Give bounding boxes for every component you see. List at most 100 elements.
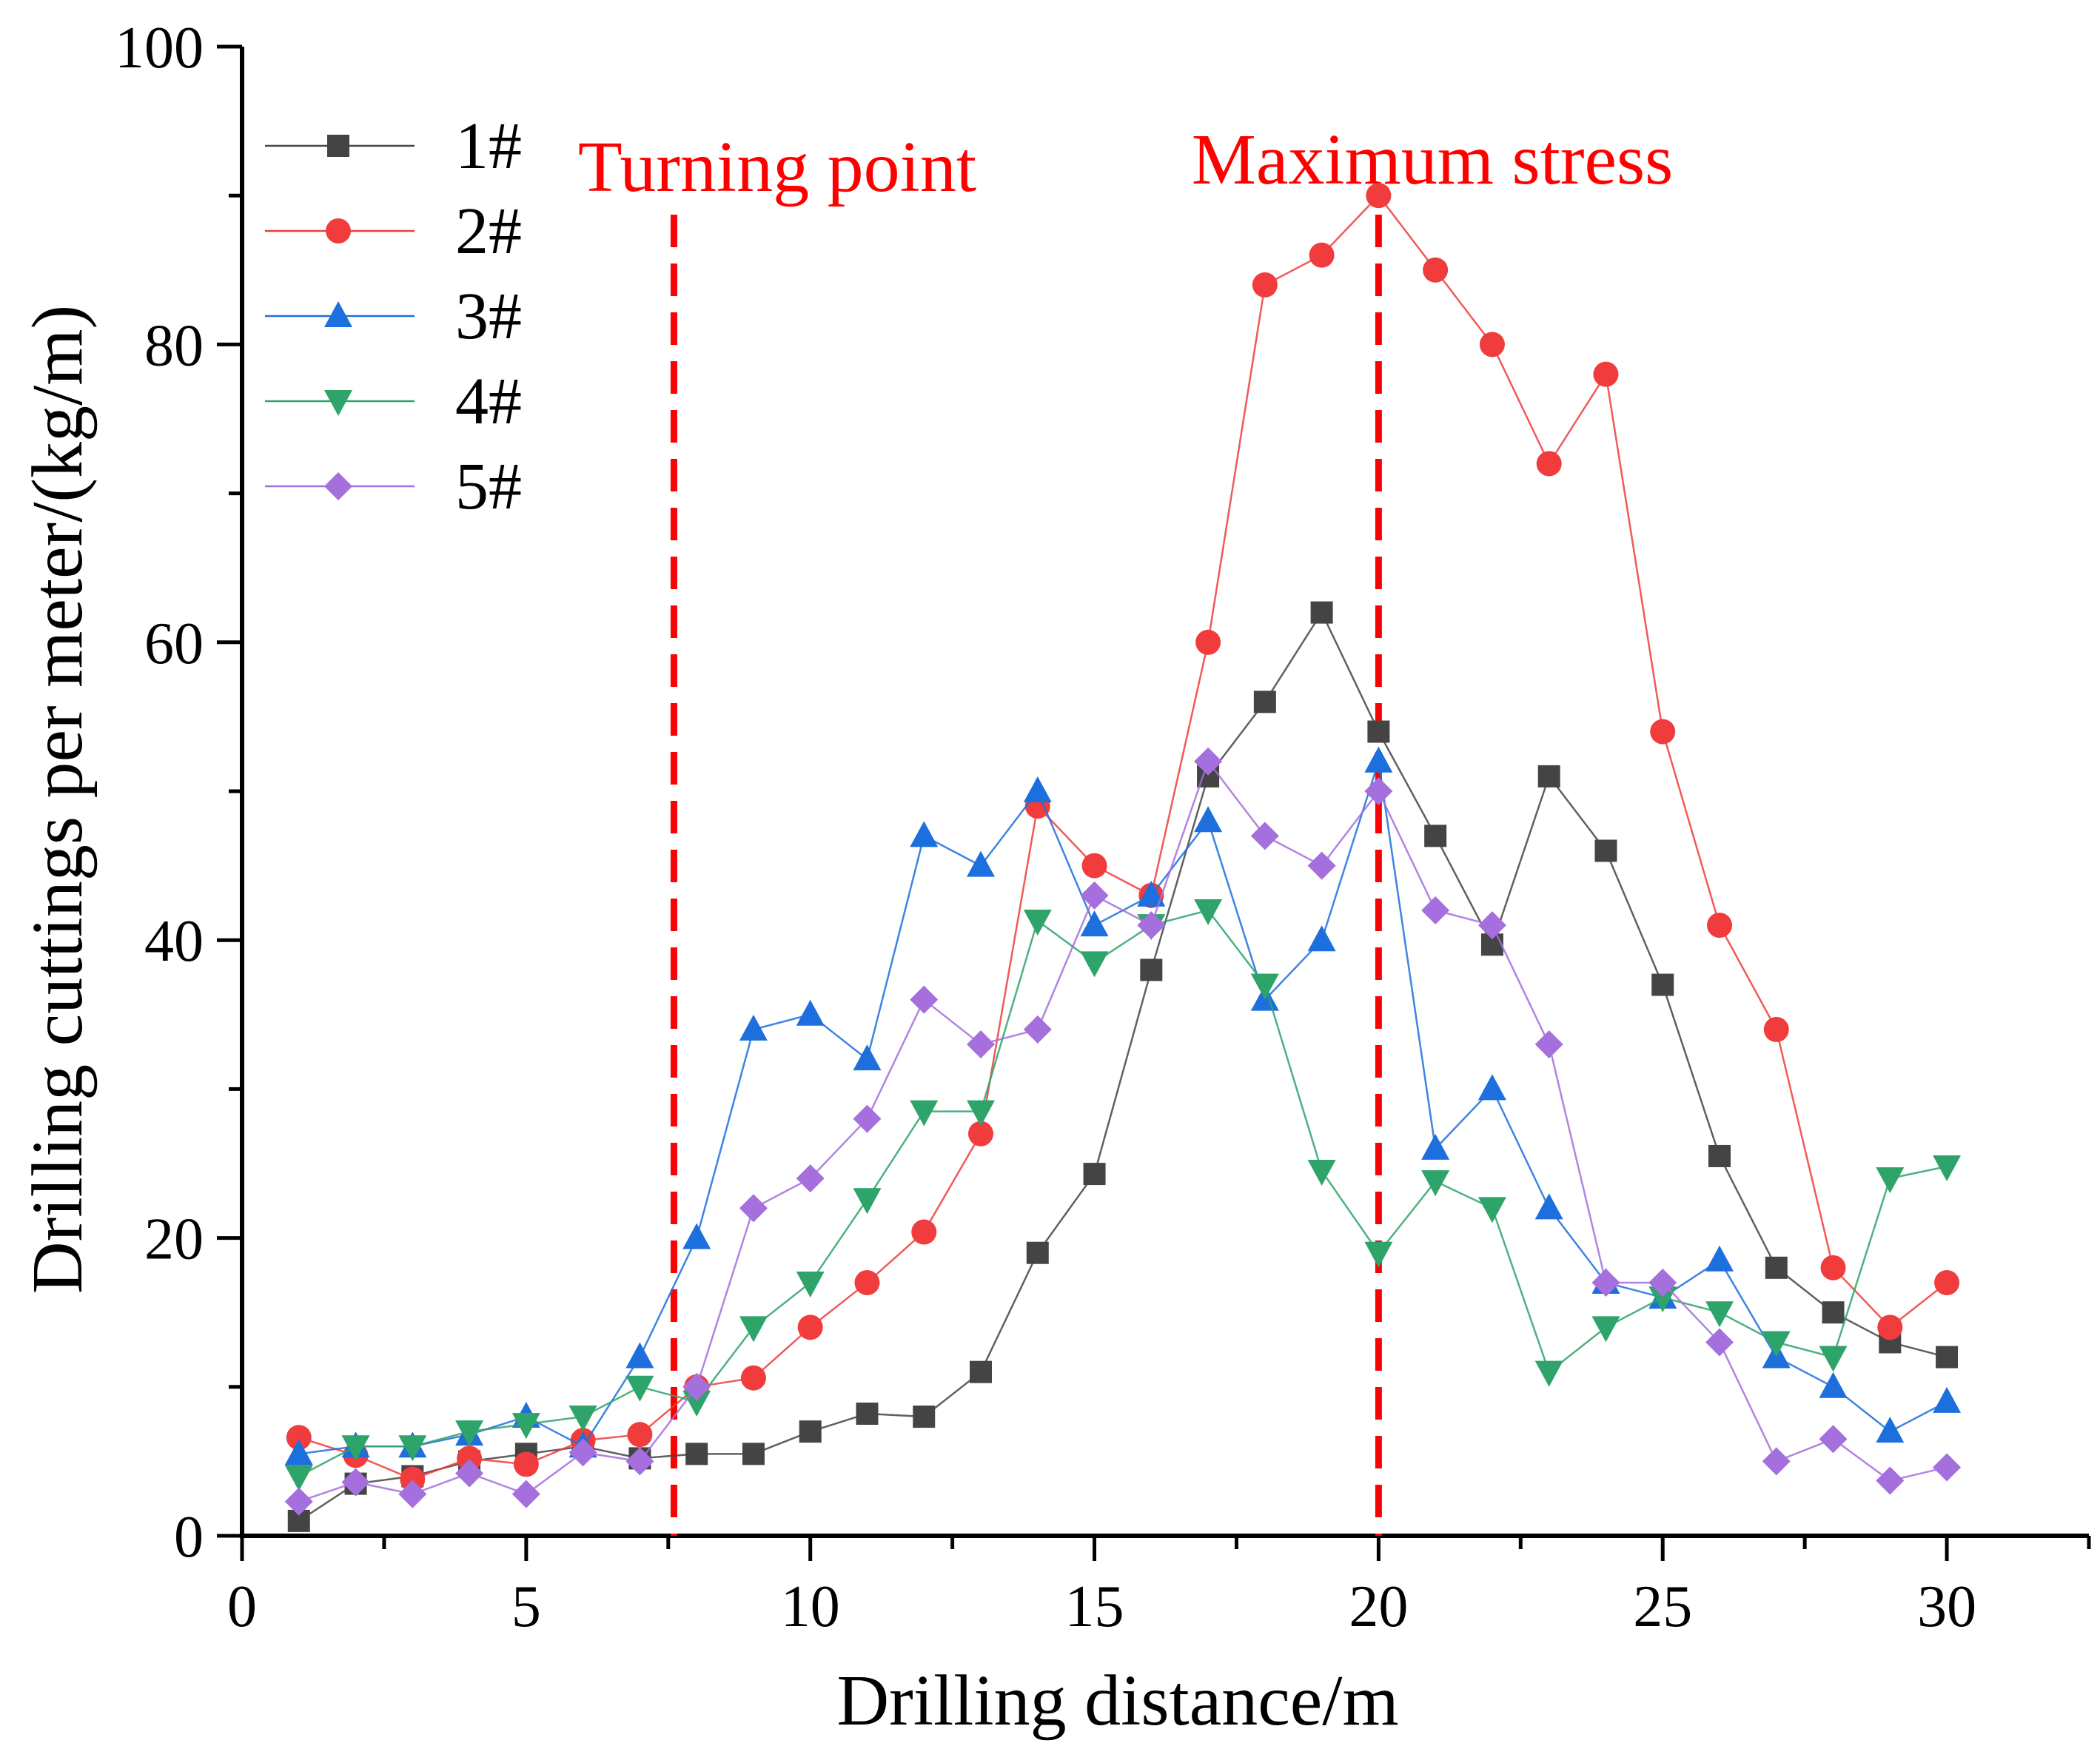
series-3-point: [967, 850, 995, 877]
series-2-point: [797, 1314, 823, 1340]
series-3-point: [1876, 1417, 1905, 1443]
data-series: [284, 183, 1962, 1532]
series-1-point: [1367, 720, 1390, 743]
series-1-point: [1026, 1241, 1049, 1264]
series-3-point: [1137, 880, 1166, 907]
series-2-point: [740, 1365, 766, 1391]
x-tick-label: 10: [781, 1574, 840, 1639]
series-2-point: [968, 1121, 993, 1146]
series-4-point: [341, 1435, 370, 1462]
series-2-point: [1707, 913, 1732, 939]
series-4-point: [511, 1413, 540, 1440]
series-3-point: [910, 821, 939, 847]
series-3-point: [1364, 746, 1393, 773]
series-2-point: [1650, 719, 1676, 745]
series-3-point: [682, 1223, 711, 1249]
legend-item-2: 2#: [265, 195, 522, 268]
annotations: Turning point Maximum stress: [578, 120, 1673, 1536]
legend-label: 4#: [455, 365, 522, 438]
series-3-point: [1933, 1386, 1962, 1413]
y-tick-label: 100: [115, 16, 204, 81]
series-5-point: [1762, 1447, 1791, 1476]
x-tick-label: 5: [511, 1574, 541, 1639]
legend-label: 2#: [455, 195, 522, 268]
legend-label: 1#: [455, 110, 522, 183]
legend-label: 3#: [455, 280, 522, 353]
series-5-point: [1194, 747, 1223, 776]
series-2-point: [1081, 853, 1107, 879]
series-5-point: [1705, 1328, 1734, 1357]
x-tick-label: 20: [1349, 1574, 1408, 1639]
series-4-point: [1705, 1301, 1734, 1328]
legend-marker: [324, 472, 352, 500]
series-5-point: [1876, 1466, 1905, 1495]
x-tick-label: 30: [1917, 1574, 1976, 1639]
series-1-point: [799, 1420, 822, 1443]
y-axis-title: Drilling cuttings per meter/(kg/m): [18, 305, 98, 1294]
series-3-point: [1080, 910, 1109, 937]
series-4-point: [1194, 899, 1223, 925]
series-3-point: [1477, 1074, 1506, 1101]
series-1-point: [1083, 1163, 1106, 1186]
series-4-point: [1477, 1197, 1506, 1223]
y-tick-label: 40: [144, 909, 204, 974]
y-tick-label: 0: [174, 1505, 204, 1570]
turning-point-label: Turning point: [578, 127, 976, 207]
y-tick-label: 60: [144, 611, 204, 676]
y-tick-label: 80: [144, 313, 204, 378]
series-4-point: [1933, 1155, 1962, 1182]
series-1-point: [913, 1406, 936, 1428]
legend-marker: [324, 390, 352, 416]
x-tick-label: 25: [1633, 1574, 1692, 1639]
series-4: [284, 899, 1962, 1491]
series-2-point: [911, 1219, 937, 1245]
series-3-point: [1023, 776, 1052, 802]
series-2-point: [513, 1451, 539, 1477]
series-5: [284, 747, 1962, 1516]
series-4-line: [298, 909, 1948, 1477]
series-5-point: [1591, 1268, 1620, 1297]
series-2-point: [457, 1446, 483, 1471]
series-5-point: [455, 1459, 484, 1488]
legend-label: 5#: [455, 450, 522, 523]
axis-ticks: 0 5 10 15 20 25 30 0 20 40 60 80 100: [115, 16, 2091, 1639]
series-3-point: [1534, 1193, 1563, 1220]
series-5-point: [625, 1447, 654, 1476]
series-4-point: [1307, 1160, 1336, 1186]
series-5-point: [682, 1372, 711, 1401]
series-1-point: [685, 1443, 708, 1465]
series-5-point: [1364, 777, 1393, 805]
series-4-point: [455, 1420, 484, 1447]
series-2-point: [1593, 361, 1619, 387]
series-4-point: [568, 1406, 597, 1432]
series-5-point: [796, 1164, 825, 1193]
series-4-point: [398, 1435, 427, 1462]
series-2-point: [1195, 629, 1221, 655]
series-2-point: [286, 1425, 312, 1451]
series-4-point: [1762, 1331, 1791, 1357]
series-2-point: [400, 1466, 426, 1492]
series-5-point: [967, 1030, 995, 1059]
series-2-point: [1252, 272, 1278, 298]
series-4-point: [1534, 1360, 1563, 1387]
series-5-point: [341, 1468, 370, 1497]
series-1-point: [1936, 1346, 1959, 1369]
series-3-point: [1307, 925, 1336, 952]
y-tick-label: 20: [144, 1207, 204, 1272]
series-3-point: [796, 999, 825, 1026]
series-2-point: [1934, 1269, 1960, 1295]
series-5-point: [1819, 1425, 1848, 1454]
series-5-line: [298, 759, 1948, 1502]
series-4-point: [796, 1271, 825, 1297]
x-tick-label: 15: [1065, 1574, 1124, 1639]
series-3-point: [1819, 1371, 1848, 1398]
series-1-point: [1310, 601, 1333, 624]
series-2: [286, 183, 1960, 1492]
series-5-point: [1023, 1015, 1052, 1044]
maximum-stress-label: Maximum stress: [1192, 120, 1674, 200]
legend-marker: [327, 135, 349, 157]
series-2-line: [298, 194, 1948, 1480]
series-5-point: [511, 1480, 540, 1508]
series-5-point: [739, 1194, 768, 1223]
series-2-point: [1820, 1255, 1846, 1280]
